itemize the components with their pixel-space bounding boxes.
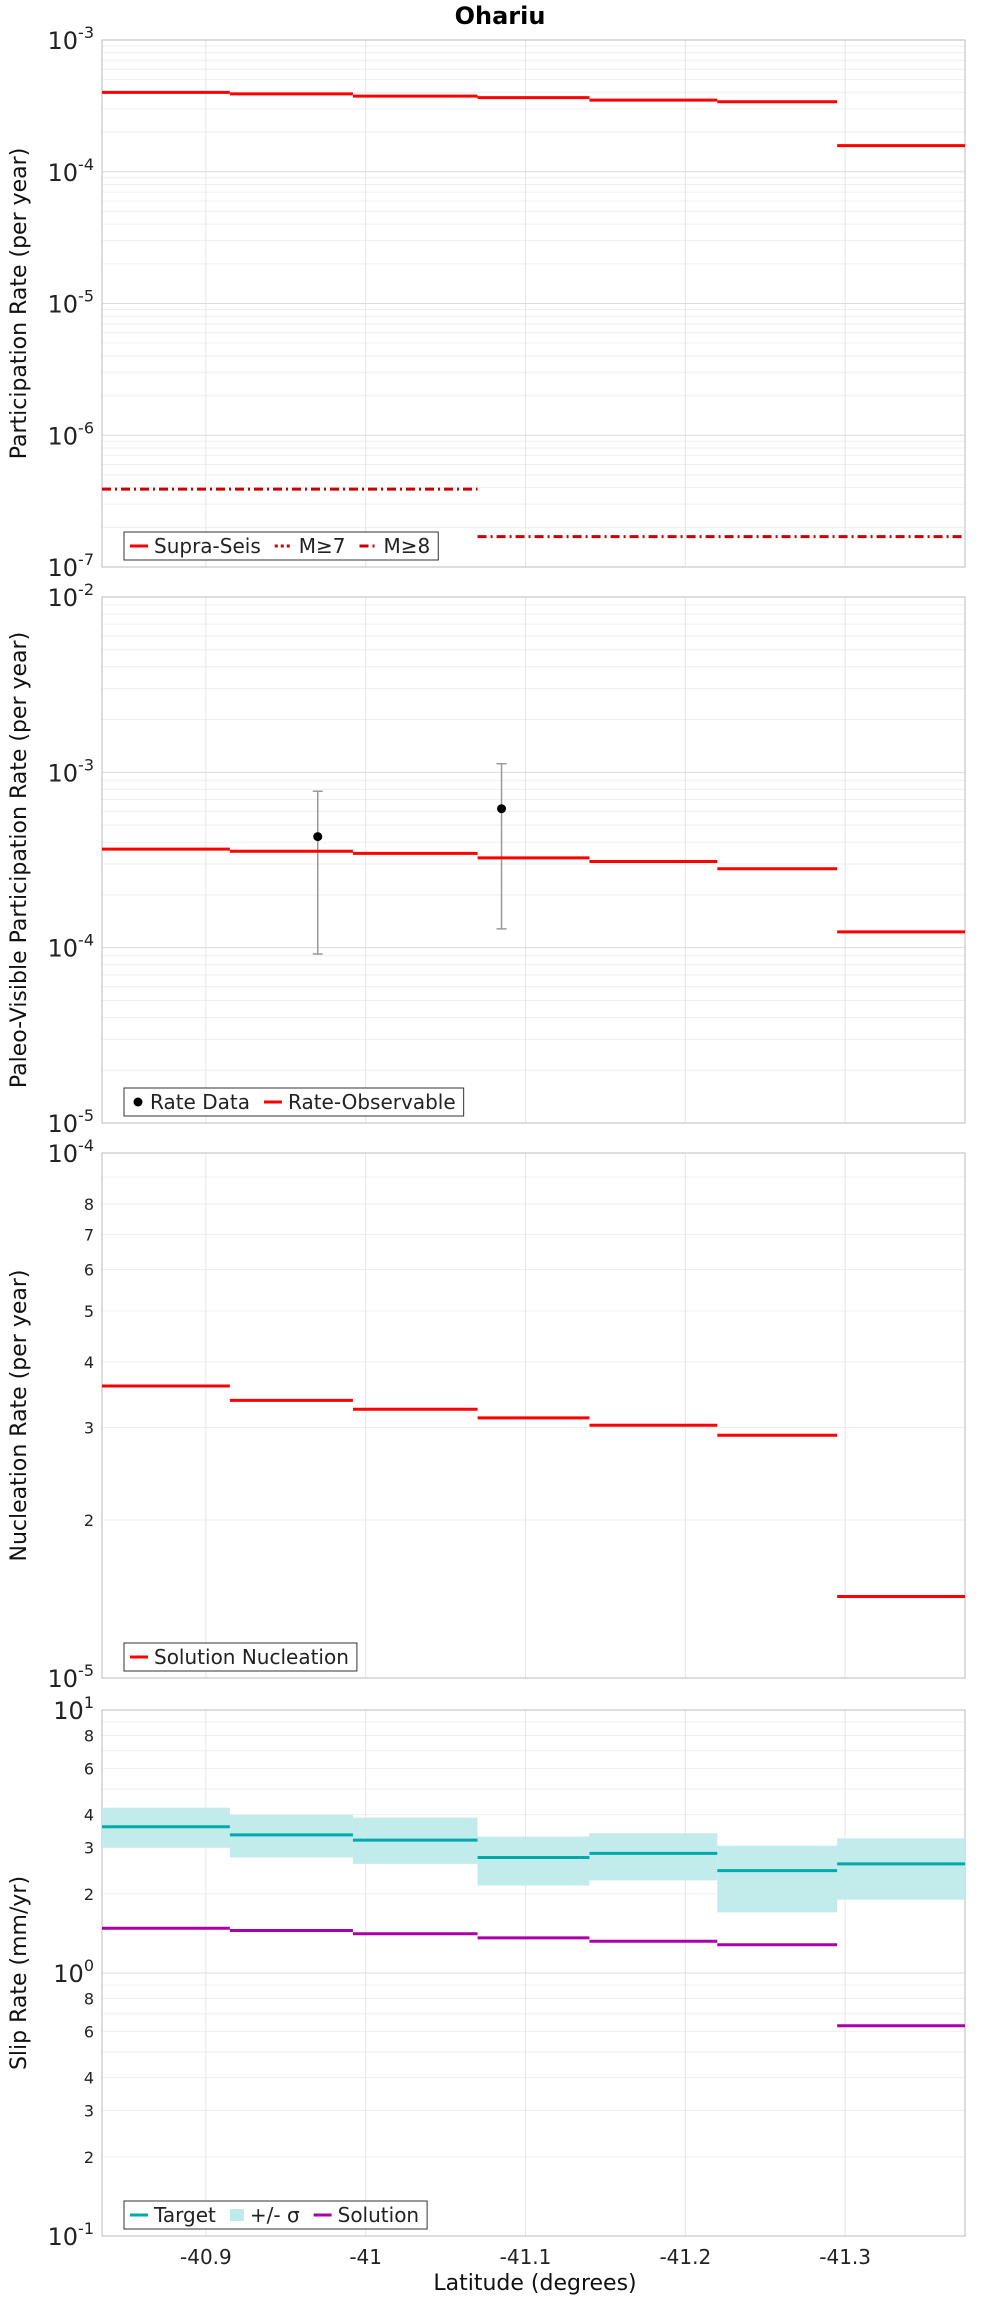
y-tick-label: 10-1: [48, 2219, 95, 2251]
y-tick-label: 10-4: [48, 1136, 95, 1168]
legend-box: [123, 2200, 428, 2230]
y-minor-tick-label: 2: [84, 2148, 94, 2167]
y-minor-tick-label: 6: [84, 1759, 94, 1778]
legend-label: Target: [153, 2203, 216, 2227]
y-minor-tick-label: 6: [84, 1260, 94, 1279]
panel-4: 10-1 100 101 2 2 3 3 4 4 6 6 8 8 Slip Rate (mm/yr) Tar…: [7, 1693, 966, 2251]
y-tick-label: 10-3: [48, 23, 95, 55]
y-minor-tick-label: 3: [84, 2102, 94, 2121]
y-minor-tick-label: 7: [84, 1225, 94, 1244]
y-tick-label: 101: [53, 1693, 94, 1725]
plot-frame: [101, 39, 966, 568]
sigma-band: [477, 1836, 590, 1886]
plot-frame: [101, 1152, 966, 1679]
x-tick-label: -40.9: [180, 2245, 232, 2269]
legend-label: Rate Data: [150, 1090, 250, 1114]
y-tick-label: 10-5: [48, 1661, 95, 1693]
legend: Rate Data Rate-Observable: [123, 1087, 465, 1117]
legend-label: Supra-Seis: [154, 534, 261, 558]
y-tick-label: 10-7: [48, 550, 95, 582]
legend: Solution Nucleation: [123, 1642, 358, 1672]
legend-box: [123, 1642, 358, 1672]
legend-label: Solution Nucleation: [154, 1645, 349, 1669]
legend: Target +/- σ Solution: [123, 2200, 428, 2230]
y-minor-tick-label: 8: [84, 1195, 94, 1214]
x-tick-label: -41.3: [819, 2245, 871, 2269]
y-minor-tick-label: 4: [84, 1353, 94, 1372]
y-tick-label: 10-3: [48, 755, 95, 787]
panel-1: 10-7 10-6 10-5 10-4 10-3 Participation Rate (…: [7, 23, 966, 582]
y-axis-title: Nucleation Rate (per year): [7, 1270, 32, 1562]
sigma-band: [589, 1833, 718, 1881]
panel-2: 10-5 10-4 10-3 10-2 Paleo-Visible Participat…: [7, 580, 966, 1138]
y-tick-label: 10-6: [48, 418, 95, 450]
legend-label: +/- σ: [250, 2203, 300, 2227]
legend-marker: [229, 2209, 244, 2221]
plot-frame: [101, 1709, 966, 2237]
sigma-band: [837, 1838, 965, 1900]
legend-label: M≥7: [299, 534, 346, 558]
legend-box: [123, 1087, 465, 1117]
y-tick-label: 10-5: [48, 287, 95, 319]
x-tick-label: -41.2: [659, 2245, 711, 2269]
legend-label: Rate-Observable: [288, 1090, 456, 1114]
y-tick-label: 10-5: [48, 1106, 95, 1138]
y-minor-tick-label: 4: [84, 2069, 94, 2088]
legend-marker: [133, 1097, 143, 1107]
y-tick-label: 10-4: [48, 931, 95, 963]
y-tick-label: 100: [53, 1956, 94, 1988]
x-tick-label: -41.1: [500, 2245, 552, 2269]
sigma-band: [717, 1845, 838, 1913]
y-minor-tick-label: 4: [84, 1806, 94, 1825]
data-point: [313, 832, 323, 842]
y-minor-tick-label: 2: [84, 1511, 94, 1530]
x-axis-title: Latitude (degrees): [433, 2271, 636, 2296]
panel-3: 10-5 10-4 2 3 4 5 6 7 8 Nucleation Rate (per year…: [7, 1136, 966, 1693]
y-minor-tick-label: 8: [84, 1726, 94, 1745]
y-minor-tick-label: 8: [84, 1989, 94, 2008]
chart-title: Ohariu: [455, 2, 546, 30]
x-tick-label: -41: [349, 2245, 382, 2269]
y-tick-label: 10-2: [48, 580, 95, 612]
y-axis-title: Slip Rate (mm/yr): [7, 1876, 32, 2070]
y-minor-tick-label: 2: [84, 1885, 94, 1904]
y-minor-tick-label: 3: [84, 1839, 94, 1858]
plot-frame: [101, 596, 966, 1124]
legend-label: Solution: [338, 2203, 419, 2227]
y-axis-title: Paleo-Visible Participation Rate (per ye…: [7, 632, 32, 1088]
y-minor-tick-label: 3: [84, 1419, 94, 1438]
y-minor-tick-label: 5: [84, 1302, 94, 1321]
y-axis-title: Participation Rate (per year): [7, 148, 32, 460]
data-point: [497, 804, 507, 814]
legend: Supra-Seis M≥7 M≥8: [123, 531, 439, 561]
y-minor-tick-label: 6: [84, 2022, 94, 2041]
y-tick-label: 10-4: [48, 155, 95, 187]
legend-label: M≥8: [384, 534, 431, 558]
